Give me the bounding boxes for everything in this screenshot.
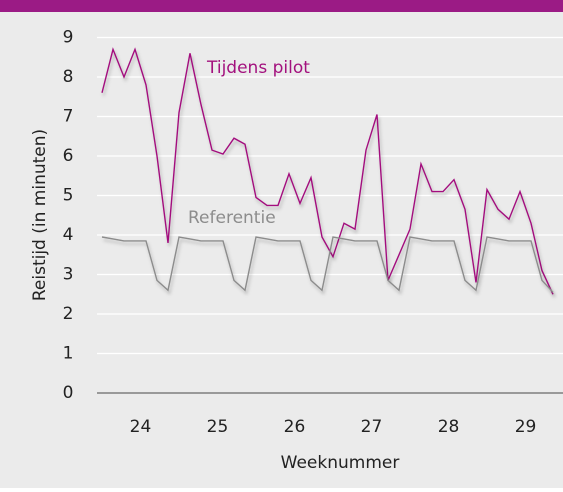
x-tick-label: 29 [515,417,537,437]
y-tick-label: 6 [63,146,74,166]
data-line [101,47,554,295]
top-bar [0,0,563,12]
y-tick-label: 4 [63,225,74,245]
x-tick-label: 26 [284,417,306,437]
y-axis-label: Reistijd (in minuten) [30,129,50,301]
x-axis-label: Weeknummer [281,453,400,473]
x-tick-label: 24 [130,417,152,437]
x-tick-label: 27 [361,417,383,437]
y-tick-label: 0 [63,383,74,403]
y-tick-label: 2 [63,304,74,324]
y-tick-label: 8 [63,67,74,87]
series-label: Referentie [188,208,276,228]
y-tick-label: 3 [63,265,74,285]
y-tick-label: 9 [63,28,74,48]
series-label: Tijdens pilot [206,58,310,78]
data-line [101,236,554,293]
y-tick-label: 5 [63,186,74,206]
x-tick-label: 28 [438,417,460,437]
y-tick-label: 7 [63,107,74,127]
x-tick-label: 25 [207,417,229,437]
y-tick-label: 1 [63,344,74,364]
